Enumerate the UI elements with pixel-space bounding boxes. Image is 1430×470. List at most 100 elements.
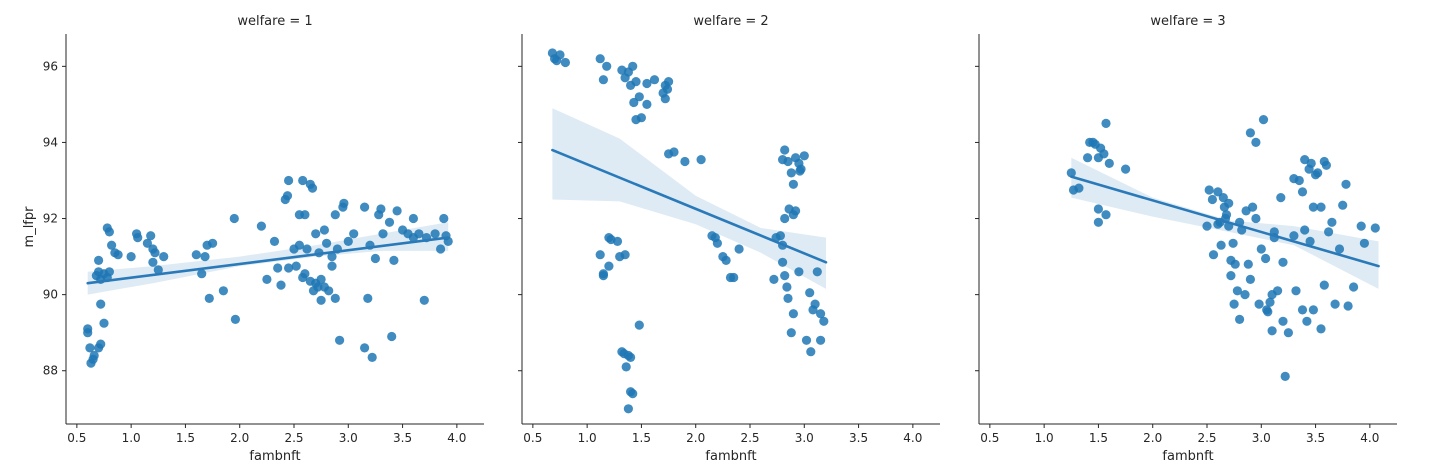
data-point <box>1356 221 1366 231</box>
data-point <box>1300 225 1310 235</box>
data-point <box>712 238 723 248</box>
data-point <box>378 229 388 239</box>
data-point <box>1294 175 1304 186</box>
data-point <box>1245 128 1255 138</box>
data-point <box>436 244 446 254</box>
data-point <box>1243 259 1253 269</box>
data-point <box>816 309 826 319</box>
data-point <box>1308 202 1318 212</box>
x-tick-label: 2.5 <box>284 431 303 445</box>
data-point <box>602 61 612 71</box>
data-point <box>294 240 304 250</box>
data-point <box>94 255 104 265</box>
data-point <box>414 229 424 239</box>
data-point <box>696 155 706 165</box>
x-tick-label: 3.0 <box>339 431 358 445</box>
data-point <box>623 404 634 414</box>
data-point <box>142 238 152 248</box>
data-point <box>649 75 660 85</box>
data-point <box>1230 259 1240 269</box>
data-point <box>1349 282 1359 292</box>
data-point <box>734 244 744 254</box>
data-point <box>778 257 788 267</box>
data-point <box>1306 158 1316 168</box>
facet-panel-3: welfare = 3 0.5 1.0 1.5 2.0 2.5 3.0 3.5 4.0 fambn… <box>975 14 1397 464</box>
data-point <box>780 145 790 155</box>
data-point <box>795 166 805 176</box>
data-point <box>1297 187 1308 197</box>
data-point <box>408 213 418 224</box>
data-point <box>1101 118 1111 128</box>
panel-title: welfare = 3 <box>1150 14 1225 29</box>
data-point <box>1204 185 1214 195</box>
data-point <box>1066 168 1076 178</box>
x-tick-label: 2.0 <box>686 431 705 445</box>
data-point <box>1224 198 1234 208</box>
data-point <box>1302 316 1312 326</box>
data-point <box>133 233 143 243</box>
data-point <box>1276 193 1286 203</box>
data-point <box>335 335 345 345</box>
data-point <box>664 77 674 87</box>
data-point <box>430 229 440 239</box>
data-point <box>387 331 397 342</box>
y-tick-label: 90 <box>43 288 58 302</box>
data-point <box>302 244 312 254</box>
data-point <box>419 295 429 305</box>
data-point <box>99 318 109 328</box>
data-point <box>721 255 731 265</box>
data-point <box>604 261 614 271</box>
data-point <box>1251 137 1261 147</box>
data-point <box>282 191 293 201</box>
panel-title: welfare = 1 <box>237 14 312 29</box>
data-point <box>626 352 636 362</box>
data-point <box>324 286 334 296</box>
data-point <box>810 299 820 309</box>
data-point <box>555 50 565 60</box>
data-point <box>1273 286 1283 296</box>
data-point <box>598 271 609 281</box>
data-point <box>153 265 163 275</box>
y-tick-label: 92 <box>43 212 58 226</box>
data-point <box>1104 158 1114 168</box>
data-point <box>786 328 796 338</box>
data-point <box>621 362 631 372</box>
data-point <box>1327 217 1337 227</box>
x-tick-label: 1.5 <box>632 431 651 445</box>
data-point <box>1213 187 1223 197</box>
x-tick-label: 2.0 <box>1143 431 1162 445</box>
x-tick-label: 0.5 <box>980 431 999 445</box>
data-point <box>620 250 630 260</box>
x-tick-label: 4.0 <box>903 431 922 445</box>
data-point <box>1256 244 1266 254</box>
data-point <box>642 99 652 109</box>
data-point <box>669 147 679 157</box>
data-point <box>595 54 605 64</box>
data-point <box>729 272 739 283</box>
data-point <box>104 267 114 277</box>
data-point <box>96 339 106 349</box>
data-point <box>1221 210 1232 220</box>
data-point <box>634 320 644 330</box>
data-point <box>791 206 801 216</box>
data-point <box>363 293 373 303</box>
data-point <box>1330 299 1340 309</box>
data-point <box>89 350 99 361</box>
x-axis-label: fambnft <box>1162 449 1213 464</box>
data-point <box>1289 231 1299 241</box>
data-point <box>1229 299 1239 309</box>
data-point <box>327 252 337 262</box>
data-point <box>349 229 359 239</box>
data-point <box>1207 194 1217 205</box>
data-point <box>256 221 266 231</box>
x-tick-label: 2.5 <box>740 431 759 445</box>
data-point <box>1228 238 1238 248</box>
data-point <box>269 236 280 246</box>
regression-line <box>551 148 828 264</box>
data-point <box>1343 301 1353 311</box>
x-axis-label: fambnft <box>249 449 300 464</box>
data-point <box>806 347 816 357</box>
x-tick-label: 2.5 <box>1197 431 1216 445</box>
data-point <box>1305 236 1315 246</box>
data-point <box>146 231 156 241</box>
